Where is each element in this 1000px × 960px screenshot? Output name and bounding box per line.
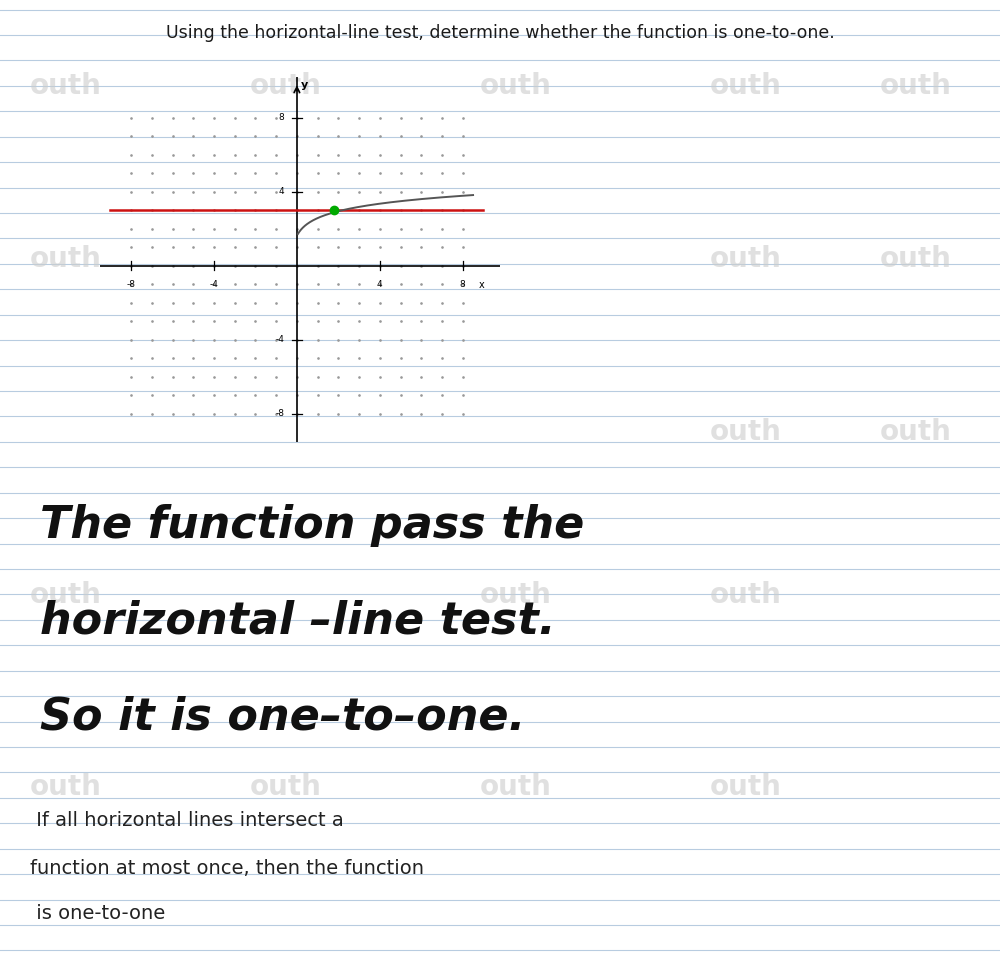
Text: outh: outh	[250, 72, 322, 101]
Text: outh: outh	[710, 245, 782, 274]
Text: -8: -8	[127, 280, 136, 290]
Text: outh: outh	[30, 245, 102, 274]
Text: 8: 8	[279, 113, 284, 122]
Text: Using the horizontal-line test, determine whether the function is one-to-one.: Using the horizontal-line test, determin…	[166, 24, 834, 42]
Text: outh: outh	[880, 245, 952, 274]
Text: outh: outh	[30, 72, 102, 101]
Text: outh: outh	[480, 581, 552, 610]
Text: x: x	[478, 280, 484, 291]
Text: outh: outh	[710, 773, 782, 802]
Text: The function pass the: The function pass the	[40, 504, 584, 547]
Text: -8: -8	[275, 409, 284, 419]
Text: horizontal –line test.: horizontal –line test.	[40, 600, 556, 643]
Text: outh: outh	[480, 72, 552, 101]
Text: outh: outh	[480, 773, 552, 802]
Text: function at most once, then the function: function at most once, then the function	[30, 859, 424, 878]
Text: outh: outh	[250, 773, 322, 802]
Text: 4: 4	[377, 280, 383, 290]
Text: outh: outh	[30, 773, 102, 802]
Text: 8: 8	[460, 280, 466, 290]
Text: is one-to-one: is one-to-one	[30, 904, 165, 924]
Text: outh: outh	[710, 581, 782, 610]
Text: outh: outh	[880, 418, 952, 446]
Text: If all horizontal lines intersect a: If all horizontal lines intersect a	[30, 811, 344, 830]
Text: outh: outh	[30, 581, 102, 610]
Text: outh: outh	[880, 72, 952, 101]
Text: outh: outh	[710, 418, 782, 446]
Text: -4: -4	[276, 335, 284, 345]
Text: So it is one–to–one.: So it is one–to–one.	[40, 696, 525, 739]
Text: y: y	[301, 80, 308, 90]
Text: outh: outh	[710, 72, 782, 101]
Text: 4: 4	[279, 187, 284, 196]
Text: -4: -4	[210, 280, 218, 290]
